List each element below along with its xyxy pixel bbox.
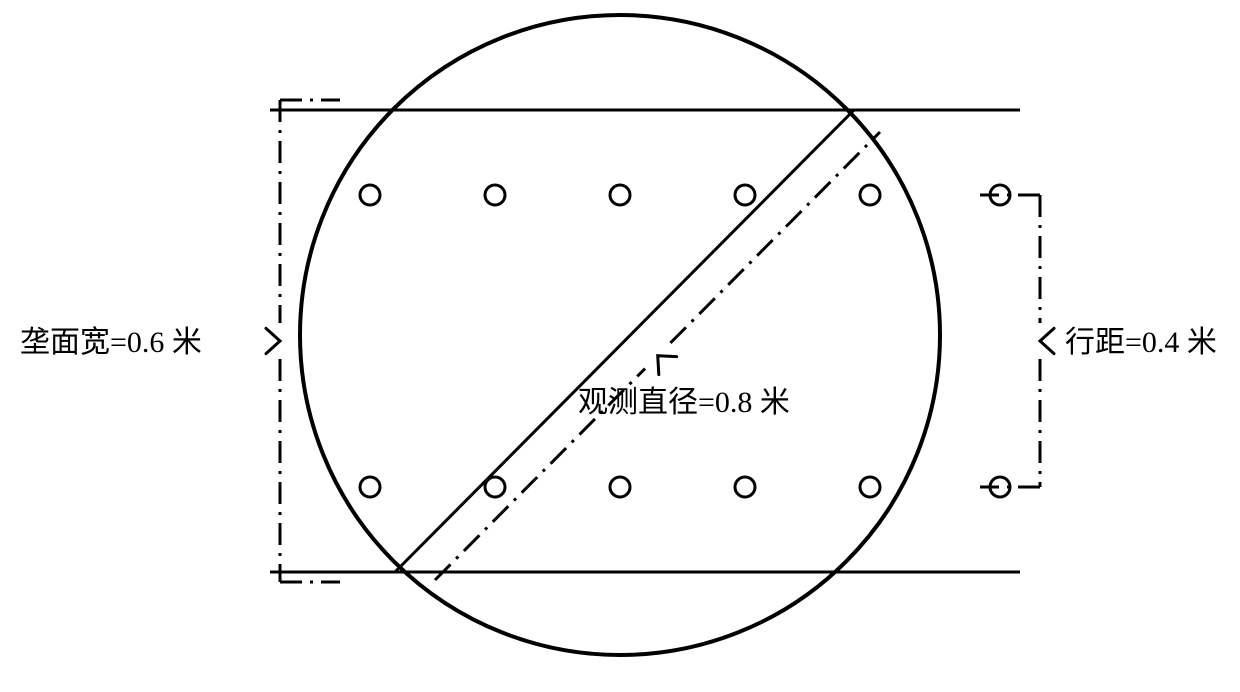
label-observation-diameter: 观测直径=0.8 米 bbox=[578, 386, 790, 419]
label-row-spacing: 行距=0.4 米 bbox=[1065, 326, 1217, 359]
label-ridge-width: 垄面宽=0.6 米 bbox=[20, 326, 202, 359]
